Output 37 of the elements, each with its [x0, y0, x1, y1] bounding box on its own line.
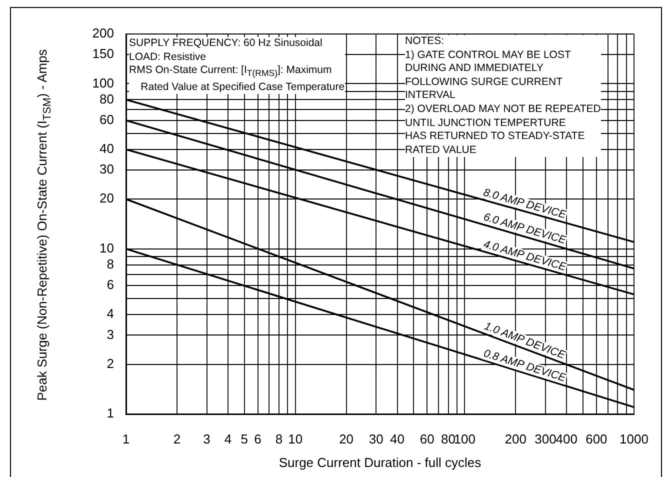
y-tick-label: 40	[100, 141, 114, 156]
y-tick-label: 150	[92, 46, 114, 62]
x-tick-label: 1000	[620, 431, 648, 446]
y-tick-label: 3	[106, 326, 114, 342]
annotation: SUPPLY FREQUENCY: 60 Hz Sinusoidal LOAD: Resistive RMS On-State Current: [I$_{T(RMS)}$]: Maximum Rated Value at Specified Case Temperature	[129, 37, 345, 94]
x-tick-label: 8	[275, 431, 283, 446]
x-tick-label: 100	[454, 431, 476, 446]
x-tick-label: 200	[504, 431, 526, 446]
y-tick-label: 8	[106, 256, 114, 272]
x-tick-label: 60	[420, 431, 434, 446]
x-tick-label: 30	[368, 431, 384, 446]
y-tick-label: 20	[100, 190, 114, 206]
y-tick-label: 1	[106, 406, 114, 421]
y-tick-label: 80	[100, 91, 114, 106]
x-tick-label: 80	[441, 431, 456, 446]
x-tick-label: 1	[122, 431, 130, 446]
x-tick-label: 400	[556, 431, 578, 446]
y-tick-label: 200	[92, 26, 114, 41]
x-tick-label: 20	[339, 431, 354, 446]
y-tick-label: 100	[92, 75, 114, 90]
y-tick-label: 10	[100, 240, 114, 256]
x-tick-label: 300	[534, 431, 556, 446]
x-tick-label: 2	[173, 431, 181, 446]
x-tick-label: 5	[240, 431, 248, 446]
x-tick-label: 6	[254, 431, 262, 446]
x-axis-title: Surge Current Duration - full cycles	[278, 455, 482, 470]
text: NOTES: 1) GATE CONTROL MAY BE LOST DURING AND IMMEDIATELY FOLLOWING SURGE CURRENT INTERVAL 2) OVERLOAD MAY NOT BE REPEATED UNTIL JUNCTION TEMPERTURE HAS RETURNED TO STEADY-STATE RATED VALUE	[405, 35, 601, 156]
y-tick-label: 2	[106, 356, 114, 371]
x-tick-label: 40	[390, 431, 405, 446]
y-tick-label: 30	[100, 162, 114, 177]
x-tick-label: 4	[224, 431, 232, 446]
x-tick-label: 10	[288, 431, 303, 446]
x-tick-label: 600	[586, 431, 608, 446]
y-tick-label: 4	[106, 306, 114, 322]
y-tick-label: 60	[100, 112, 114, 127]
x-tick-label: 3	[203, 431, 210, 446]
y-tick-label: 6	[106, 277, 114, 292]
